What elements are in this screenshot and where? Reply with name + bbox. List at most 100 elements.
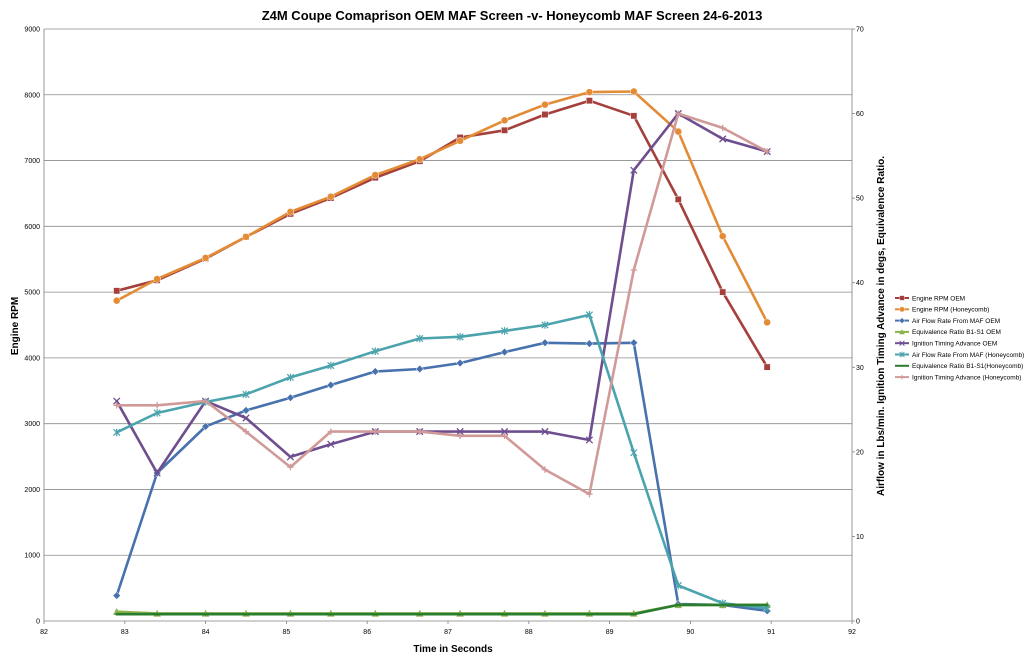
x-tick-label: 83	[121, 629, 129, 636]
data-point	[585, 436, 594, 444]
data-point	[242, 233, 250, 241]
y-tick-label: 6000	[24, 224, 40, 231]
y2-tick-label: 30	[856, 365, 864, 372]
x-tick-label: 85	[283, 629, 291, 636]
data-point	[286, 453, 295, 461]
data-point	[500, 327, 509, 335]
data-point	[112, 296, 121, 305]
data-point	[541, 100, 549, 109]
data-point	[113, 287, 121, 295]
y-tick-label: 5000	[24, 290, 40, 297]
data-point	[153, 409, 161, 417]
data-point	[456, 137, 464, 145]
data-point	[286, 393, 295, 402]
data-point	[630, 266, 638, 274]
data-point	[719, 124, 726, 132]
y-tick-label: 2000	[24, 487, 40, 494]
data-point	[113, 402, 120, 409]
data-point	[113, 428, 121, 437]
gridlines	[44, 28, 852, 556]
data-point	[371, 347, 379, 356]
legend-swatch-marker	[899, 351, 905, 358]
y2-axis-title: Airflow in Lbs/min. Ignition Timing Adva…	[876, 156, 887, 496]
y-tick-label: 8000	[24, 92, 40, 99]
data-point	[585, 339, 594, 348]
data-point	[416, 334, 424, 343]
data-point	[501, 432, 508, 439]
series-line	[115, 603, 769, 616]
y2-tick-label: 20	[856, 449, 864, 456]
data-point	[674, 195, 682, 203]
legend-label: Ignition Timing Advance (Honeycomb)	[912, 374, 1021, 381]
legend-swatch-marker	[899, 295, 905, 301]
data-point	[630, 112, 638, 120]
x-tick-label: 82	[40, 629, 48, 636]
y2-tick-label: 10	[856, 534, 864, 541]
y-tick-label: 4000	[24, 355, 40, 362]
data-point	[286, 208, 295, 216]
data-point	[541, 427, 549, 436]
data-point	[415, 364, 424, 374]
chart-title: Z4M Coupe Comaprison OEM MAF Screen -v- …	[262, 8, 763, 23]
data-point	[287, 463, 294, 471]
y2-tick-label: 40	[856, 280, 864, 287]
data-point	[242, 428, 250, 435]
data-point	[371, 171, 380, 179]
data-point	[327, 428, 335, 435]
series-group	[112, 87, 772, 617]
data-point	[674, 581, 682, 590]
data-point	[500, 427, 509, 436]
data-point	[541, 111, 549, 118]
series-5	[113, 109, 771, 477]
y-tick-label: 0	[36, 619, 40, 626]
data-point	[630, 166, 638, 174]
data-point	[456, 333, 464, 341]
x-axis-title: Time in Seconds	[413, 644, 493, 655]
legend-swatch-marker	[899, 329, 905, 335]
data-point	[541, 466, 549, 473]
data-point	[675, 110, 682, 117]
x-tick-label: 87	[444, 629, 452, 636]
data-point	[416, 428, 423, 435]
x-tick-label: 84	[202, 629, 210, 636]
data-point	[153, 275, 161, 283]
data-point	[456, 432, 464, 439]
x-tick-label: 88	[525, 629, 533, 636]
series-line	[115, 341, 769, 613]
data-point	[153, 402, 161, 409]
legend-label: Engine RPM (Honeycomb)	[912, 307, 989, 314]
legend-swatch-marker	[899, 374, 905, 380]
data-point	[456, 427, 464, 436]
data-point	[113, 397, 121, 405]
legend-label: Equivalence Ratio B1-S1(Honeycomb)	[912, 363, 1023, 370]
legend-item: Air Flow Rate From MAF (Honeycomb)	[895, 351, 1024, 359]
data-point	[327, 192, 335, 201]
series-line	[115, 90, 769, 324]
series-line	[115, 313, 769, 610]
legend-item: Ignition Timing Advance (Honeycomb)	[895, 374, 1021, 381]
x-tick-label: 86	[363, 629, 371, 636]
legend-item: Equivalence Ratio B1-S1(Honeycomb)	[895, 363, 1023, 370]
y2-tick-label: 60	[856, 111, 864, 118]
data-point	[630, 87, 638, 96]
legend-label: Equivalence Ratio B1-S1 OEM	[912, 329, 1001, 336]
y-tick-label: 3000	[24, 421, 40, 428]
data-point	[112, 591, 121, 600]
legend-item: Equivalence Ratio B1-S1 OEM	[895, 329, 1001, 336]
data-point	[718, 232, 727, 240]
data-point	[201, 254, 210, 262]
data-point	[500, 116, 509, 125]
series-line	[115, 112, 769, 475]
legend-label: Engine RPM OEM	[912, 295, 965, 302]
data-point	[501, 126, 509, 134]
y-tick-label: 9000	[24, 27, 40, 34]
series-line	[115, 112, 769, 496]
data-point	[630, 448, 638, 457]
y-tick-label: 7000	[24, 158, 40, 165]
data-point	[541, 321, 549, 329]
data-point	[242, 414, 250, 422]
data-point	[242, 390, 250, 399]
legend-swatch-marker	[898, 317, 906, 324]
y2-tick-label: 0	[856, 619, 860, 626]
